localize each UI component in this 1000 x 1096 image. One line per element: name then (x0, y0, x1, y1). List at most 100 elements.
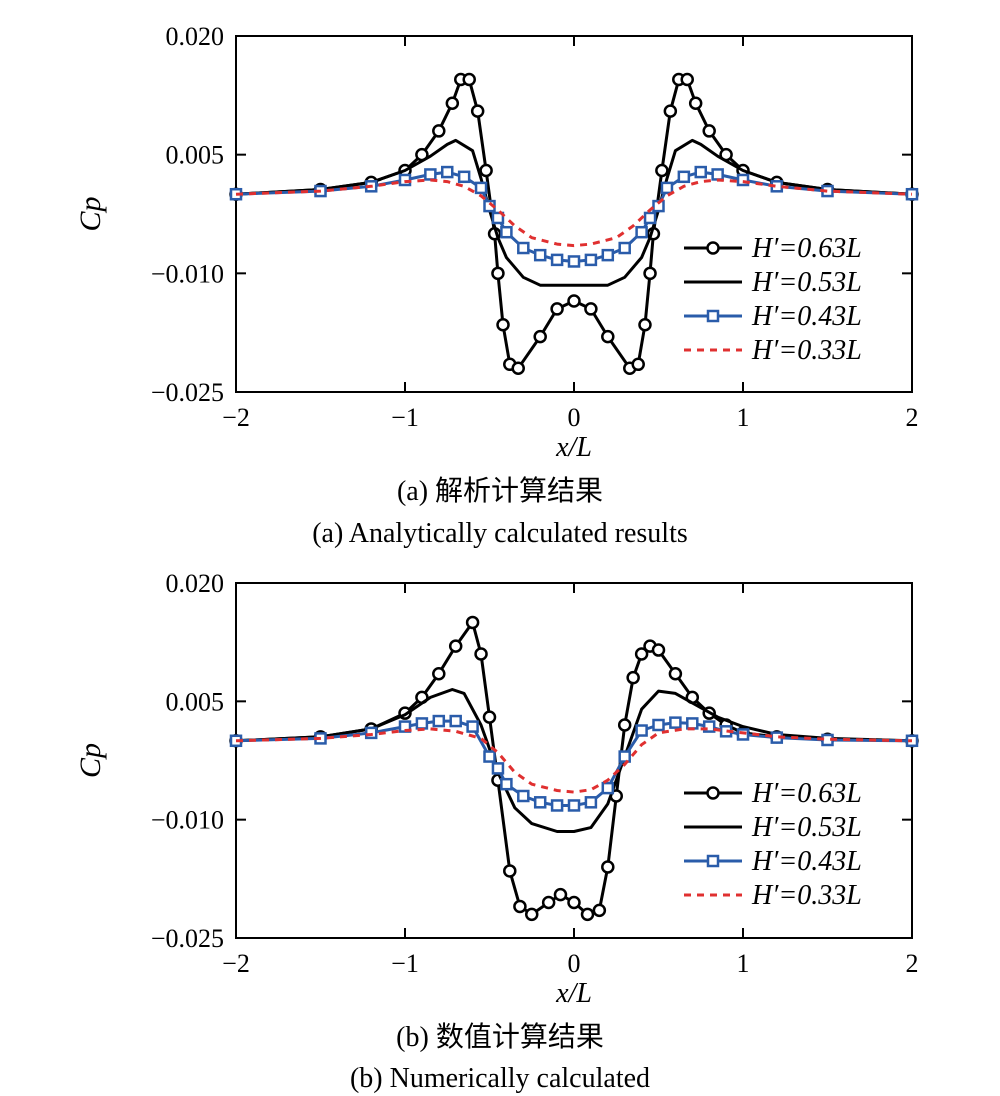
data-point (643, 266, 657, 281)
series-3 (235, 178, 913, 248)
x-tick-label: 0 (568, 949, 581, 978)
y-tick-label: −0.025 (151, 924, 224, 953)
x-tick-label: −2 (222, 403, 250, 432)
data-point (663, 104, 678, 118)
data-point (517, 789, 530, 803)
data-point (491, 762, 505, 775)
data-point (584, 302, 598, 316)
legend-marker (706, 854, 720, 868)
x-axis-label: x/L (555, 978, 592, 1009)
data-point (592, 903, 607, 918)
data-point (465, 615, 480, 630)
data-point (638, 318, 652, 332)
series-line (235, 620, 913, 916)
data-point (445, 96, 460, 110)
data-point (474, 181, 488, 195)
chart-panel-a: −2 −1 0 1 2 0.020 0.005 −0.010 −0.025 x/L Cp H′=0.6… (74, 22, 919, 549)
y-tick-label: −0.010 (151, 259, 224, 288)
data-point (470, 104, 485, 118)
data-point (567, 799, 581, 812)
data-point (483, 750, 496, 763)
y-tick-label: −0.025 (151, 378, 224, 407)
legend-label: H′=0.33L (751, 880, 862, 911)
x-tick-label: −1 (391, 949, 419, 978)
data-point (550, 799, 564, 812)
data-point (688, 96, 703, 110)
x-tick-label: 2 (906, 403, 919, 432)
data-point (432, 124, 446, 138)
legend-label: H′=0.53L (751, 267, 862, 298)
series-line (235, 138, 913, 287)
data-point (669, 716, 682, 729)
data-point (364, 726, 378, 740)
data-point (491, 266, 505, 281)
data-point (567, 294, 581, 308)
data-point (533, 796, 547, 809)
data-point (634, 647, 649, 661)
chart-panel-b: −2 −1 0 1 2 0.020 0.005 −0.010 −0.025 x/L Cp H′=0.6… (74, 569, 919, 1094)
x-tick-label: −2 (222, 949, 250, 978)
data-point (601, 329, 615, 344)
caption-chinese: (a) 解析计算结果 (397, 475, 603, 507)
data-point (631, 357, 645, 372)
data-point (584, 796, 598, 809)
data-point (711, 168, 724, 181)
data-point (567, 895, 581, 910)
data-point (686, 717, 699, 730)
x-tick-label: 1 (737, 949, 750, 978)
caption-english: (b) Numerically calculated (350, 1063, 650, 1094)
data-point (432, 714, 446, 728)
data-point (482, 710, 497, 724)
data-point (601, 860, 615, 874)
data-point (567, 255, 581, 268)
data-point (533, 248, 547, 262)
data-point (466, 720, 479, 733)
data-point (441, 165, 454, 179)
legend-marker (706, 241, 720, 255)
data-point (905, 187, 919, 201)
x-axis-label: x/L (555, 432, 592, 463)
data-point (415, 717, 429, 730)
legend-marker (706, 786, 720, 800)
y-axis-label: Cp (74, 743, 107, 778)
data-point (677, 170, 691, 184)
y-tick-label: 0.005 (166, 687, 225, 716)
data-point (533, 329, 547, 344)
data-point (651, 643, 666, 657)
data-point (491, 211, 505, 225)
data-point (680, 72, 694, 87)
data-point (448, 639, 463, 653)
series-1 (235, 138, 913, 287)
data-point (541, 895, 556, 910)
data-point (553, 887, 568, 902)
data-point (702, 720, 716, 733)
data-point (474, 647, 488, 661)
x-tick-label: 1 (737, 403, 750, 432)
data-point (584, 253, 598, 267)
caption-english: (a) Analytically calculated results (312, 518, 688, 549)
data-point (702, 124, 716, 138)
legend-label: H′=0.43L (751, 301, 862, 332)
data-point (424, 168, 437, 181)
series-line (235, 178, 913, 248)
series-2 (229, 165, 919, 268)
data-point (500, 225, 513, 239)
series-3 (235, 727, 913, 794)
data-point (618, 750, 631, 763)
data-point (601, 248, 615, 262)
data-point (513, 899, 527, 914)
data-point (652, 718, 665, 732)
y-axis-label: Cp (74, 196, 107, 231)
data-point (626, 670, 640, 685)
data-point (660, 181, 674, 195)
data-point (635, 225, 648, 239)
data-point (655, 163, 669, 178)
data-point (618, 241, 631, 255)
legend-label: H′=0.43L (751, 846, 862, 877)
series-0 (229, 615, 919, 922)
data-point (668, 666, 683, 681)
data-point (511, 361, 525, 376)
